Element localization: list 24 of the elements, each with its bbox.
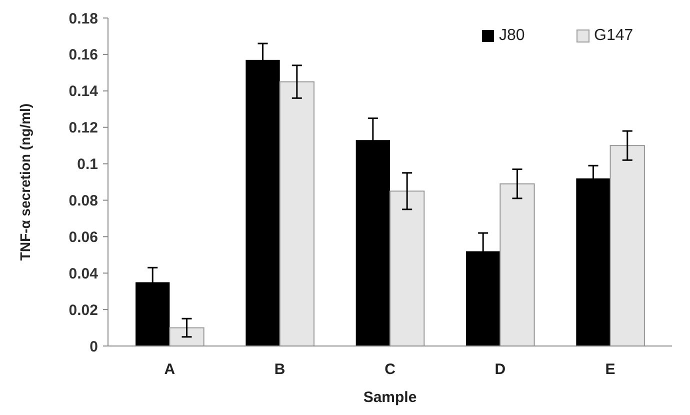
legend-label: G147	[594, 27, 634, 44]
x-axis-title: Sample	[363, 389, 417, 406]
bar	[279, 81, 314, 346]
bar	[390, 190, 425, 346]
x-tick-label: D	[494, 361, 506, 378]
y-tick-label: 0.08	[68, 192, 98, 210]
y-tick-label: 0.12	[68, 120, 98, 137]
y-tick-label: 0.04	[68, 265, 99, 282]
x-tick-label: B	[274, 361, 286, 378]
bar	[500, 183, 535, 346]
y-tick-label: 0.02	[68, 302, 98, 319]
y-tick-label: 0.1	[77, 156, 98, 174]
legend-label: J80	[499, 27, 525, 44]
y-axis-title: TNF-α secretion (ng/ml)	[17, 103, 33, 261]
x-tick-label: C	[384, 361, 396, 378]
y-tick-label: 0.06	[68, 228, 98, 246]
bar	[169, 327, 204, 346]
y-tick-label: 0.18	[68, 10, 98, 28]
y-tick-label: 0.16	[68, 46, 98, 64]
y-tick-label: 0	[90, 338, 98, 356]
bar	[610, 145, 645, 346]
y-tick-label: 0.14	[68, 83, 99, 100]
x-tick-label: E	[605, 361, 616, 378]
x-tick-label: A	[164, 361, 176, 378]
